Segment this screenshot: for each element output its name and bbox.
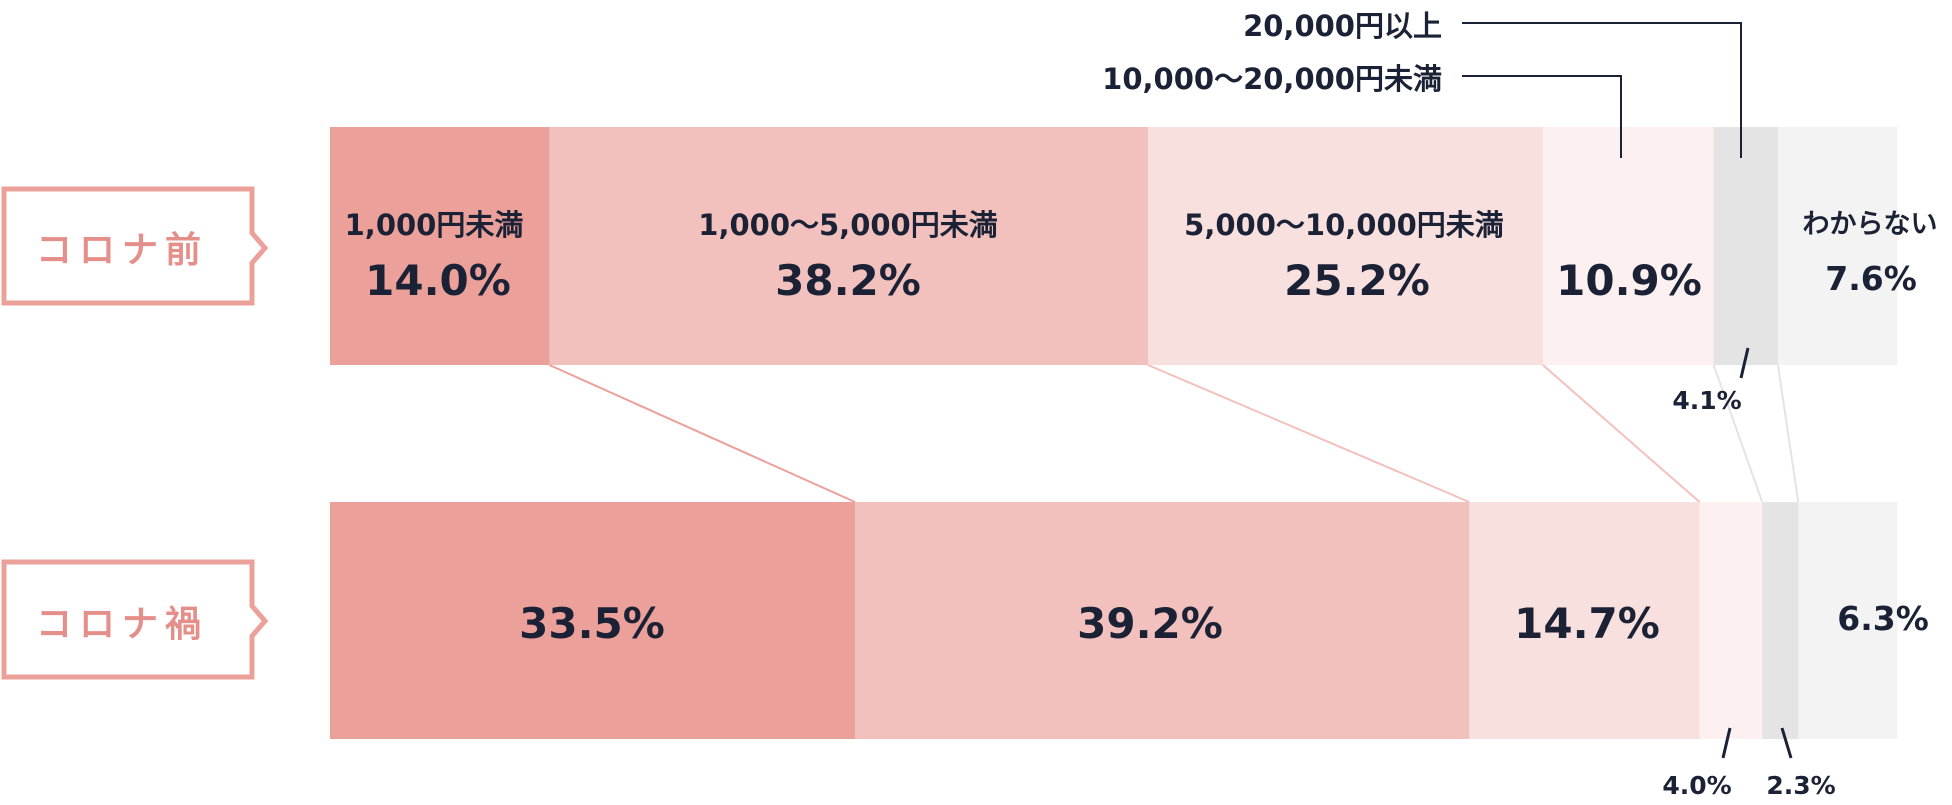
connector-line-3 [1712,364,1764,503]
value-label-during-1: 39.2% [1077,599,1223,648]
bars-during-group [330,502,1898,739]
leader-line-20000-over [1462,22,1742,158]
value-label-before-3: 10.9% [1556,256,1702,305]
category-label-5: わからない [1803,209,1938,240]
bar-segment-before-3 [1542,127,1715,365]
bar-segment-before-4 [1713,127,1779,365]
connector-lines-group [548,364,1800,503]
connector-line-2 [1542,364,1701,503]
bar-segment-before-0 [330,127,550,365]
category-label-1: 1,000〜5,000円未満 [698,208,997,242]
bar-segment-during-2 [1469,502,1701,739]
row-label-during: コロナ禍 [1,559,269,680]
connector-line-1 [1147,364,1470,503]
value-label-before-1: 38.2% [775,256,921,305]
category-label-4: 20,000円以上 [1243,9,1442,43]
pointer-before-4 [1739,347,1750,379]
row-label-before: コロナ前 [1,186,269,306]
row-label-during-text: コロナ禍 [36,604,208,645]
row-label-during-frame [1,559,269,680]
category-label-3: 10,000〜20,000円未満 [1102,62,1442,96]
bar-segment-during-3 [1699,502,1763,739]
category-label-0: 1,000円未満 [345,208,524,242]
value-label-before-2: 25.2% [1284,256,1430,305]
row-label-before-text: コロナ前 [36,230,208,271]
connector-line-4 [1776,364,1800,503]
bar-segment-before-5 [1777,127,1898,365]
pointer-during-4 [1780,727,1793,759]
value-label-during-4: 2.3% [1766,771,1835,800]
connector-line-0 [548,364,856,503]
row-label-before-frame [1,186,269,306]
pointer-during-3 [1721,727,1732,759]
value-label-before-5: 7.6% [1825,259,1917,298]
bar-segment-during-1 [854,502,1470,739]
bar-segment-during-5 [1798,502,1898,739]
value-label-before-0: 14.0% [365,256,511,305]
value-label-during-3: 4.0% [1662,771,1731,800]
bar-segment-before-2 [1147,127,1544,365]
bar-segment-before-1 [549,127,1149,365]
value-label-before-4: 4.1% [1672,386,1741,415]
category-label-2: 5,000〜10,000円未満 [1184,208,1504,242]
bar-segment-during-0 [330,502,856,739]
value-label-during-0: 33.5% [519,599,665,648]
value-label-during-5: 6.3% [1837,599,1929,638]
leader-line-10000-20000 [1462,75,1622,158]
value-label-during-2: 14.7% [1514,599,1660,648]
bar-segment-during-4 [1762,502,1799,739]
bars-before-group [330,127,1898,365]
